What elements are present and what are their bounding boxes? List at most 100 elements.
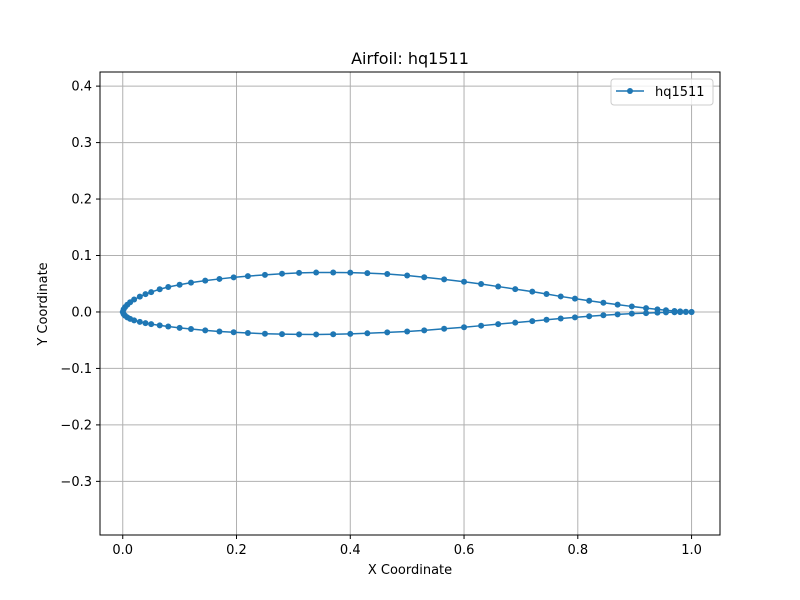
data-point (296, 269, 303, 276)
data-point (296, 331, 303, 338)
data-point (216, 275, 223, 282)
data-point (156, 286, 163, 293)
data-point (571, 295, 578, 302)
data-point (571, 314, 578, 321)
data-point (364, 270, 371, 277)
data-point (628, 303, 635, 310)
data-point (165, 284, 172, 291)
data-point (671, 309, 678, 316)
legend-entry-hq1511: hq1511 (655, 85, 705, 100)
data-point (142, 320, 149, 327)
data-point (643, 310, 650, 317)
data-point (600, 299, 607, 306)
data-point (512, 319, 519, 326)
data-point (202, 277, 209, 284)
x-axis-label: X Coordinate (368, 563, 452, 578)
data-point (643, 305, 650, 312)
data-point (364, 330, 371, 337)
data-point (529, 288, 536, 295)
data-point (156, 322, 163, 329)
data-point (614, 311, 621, 318)
chart-title: Airfoil: hq1511 (351, 49, 469, 68)
data-point (495, 283, 502, 290)
data-point (202, 327, 209, 334)
data-point (142, 291, 149, 298)
data-point (512, 286, 519, 293)
data-point (176, 324, 183, 331)
data-point (384, 271, 391, 278)
data-point (529, 318, 536, 325)
data-point (586, 297, 593, 304)
legend: hq1511 (610, 78, 714, 106)
data-point (461, 278, 468, 285)
data-point (441, 325, 448, 332)
data-point (347, 269, 354, 276)
x-tick-label: 0.0 (112, 543, 133, 558)
data-point (384, 329, 391, 336)
y-axis-label: Y Coordinate (36, 262, 51, 346)
data-point (557, 315, 564, 322)
data-point (586, 313, 593, 320)
data-point (677, 309, 684, 316)
data-point (628, 310, 635, 317)
data-point (404, 328, 411, 335)
data-point (543, 291, 550, 298)
data-point (654, 309, 661, 316)
data-point (244, 329, 251, 336)
legend-point-marker (627, 88, 633, 94)
y-tick-label: 0.4 (71, 80, 92, 95)
y-tick-label: 0.1 (71, 249, 92, 264)
data-point (188, 326, 195, 333)
data-point (230, 329, 237, 336)
plot-frame (99, 71, 721, 536)
x-tick-label: 0.4 (340, 543, 361, 558)
data-point (478, 281, 485, 288)
data-point (216, 328, 223, 335)
data-point (614, 301, 621, 308)
data-point (165, 323, 172, 330)
data-point (330, 269, 337, 276)
x-tick-label: 1.0 (681, 543, 702, 558)
data-point (330, 331, 337, 338)
data-point (461, 324, 468, 331)
data-point (313, 269, 320, 276)
y-tick-label: 0.2 (71, 193, 92, 208)
data-point (404, 272, 411, 279)
data-point (148, 289, 155, 296)
y-tick-label: −0.1 (60, 362, 92, 377)
data-point (662, 309, 669, 316)
data-point (136, 318, 143, 325)
x-tick-label: 0.6 (454, 543, 475, 558)
data-point (244, 273, 251, 280)
data-point (421, 327, 428, 334)
data-point (441, 276, 448, 283)
data-point (176, 281, 183, 288)
legend-box (610, 78, 714, 106)
data-point (347, 330, 354, 337)
series-layer (119, 269, 695, 338)
data-point (682, 309, 689, 316)
data-point (230, 274, 237, 281)
data-point (600, 312, 607, 319)
data-point (421, 274, 428, 281)
data-point (495, 321, 502, 328)
data-point (557, 293, 564, 300)
data-point (279, 331, 286, 338)
data-point (688, 308, 695, 315)
x-tick-label: 0.8 (567, 543, 588, 558)
data-point (131, 317, 138, 324)
y-tick-label: 0.0 (71, 305, 92, 320)
axis-ticks: 0.0 0.2 0.4 0.6 0.8 1.0 −0.3 −0.2 −0.1 0.0 0.1 0.2 0… (60, 80, 701, 558)
data-point (261, 271, 268, 278)
y-tick-label: −0.3 (60, 475, 92, 490)
data-point (148, 321, 155, 328)
data-point (313, 331, 320, 338)
data-point (261, 330, 268, 337)
x-tick-label: 0.2 (226, 543, 247, 558)
data-point (543, 316, 550, 323)
data-point (188, 279, 195, 286)
data-point (279, 270, 286, 277)
y-tick-label: −0.2 (60, 418, 92, 433)
y-tick-label: 0.3 (71, 136, 92, 151)
